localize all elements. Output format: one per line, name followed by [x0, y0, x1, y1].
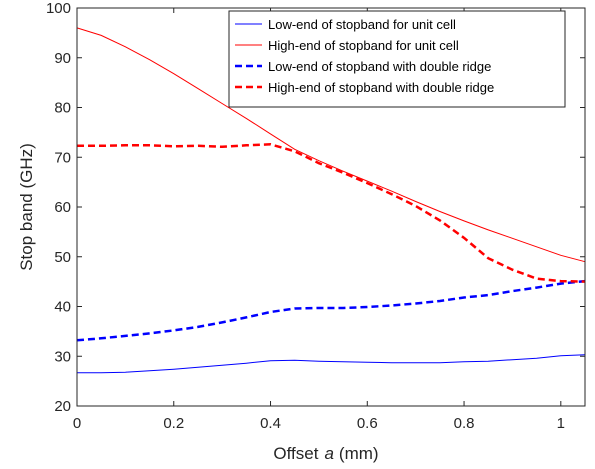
- y-tick-label: 100: [46, 0, 71, 17]
- x-axis-label-prefix: Offset: [273, 444, 318, 463]
- x-tick-label: 0.2: [163, 415, 184, 432]
- x-axis-label-unit: (mm): [339, 444, 379, 463]
- legend-label-3: Low-end of stopband with double ridge: [268, 59, 491, 74]
- x-axis-label-variable: a: [324, 444, 333, 463]
- legend-entries: Low-end of stopband for unit cell High-en…: [235, 17, 494, 95]
- series-layer: [76, 27, 586, 374]
- y-tick-label: 50: [54, 249, 71, 266]
- legend: Low-end of stopband for unit cell High-en…: [228, 10, 566, 108]
- series-line-1: [77, 354, 586, 374]
- y-axis-label: Stop band (GHz): [17, 143, 36, 271]
- legend-label-1: Low-end of stopband for unit cell: [268, 17, 456, 32]
- y-tick-label: 30: [54, 348, 71, 365]
- y-tick-label: 40: [54, 299, 71, 316]
- x-tick-label: 0.6: [357, 415, 378, 432]
- y-tick-label: 70: [54, 149, 71, 166]
- ticks-layer: [76, 7, 585, 407]
- tick-labels-layer: 0 0.2 0.4 0.6 0.8 1 20 30 40 50 60 70 80 90 100: [46, 0, 565, 432]
- series-line-2: [76, 27, 586, 263]
- legend-label-2: High-end of stopband for unit cell: [268, 38, 459, 53]
- legend-box: [228, 10, 566, 108]
- y-tick-label: 60: [54, 199, 71, 216]
- y-tick-label: 20: [54, 398, 71, 415]
- x-axis-label: Offset a (mm): [273, 444, 378, 463]
- x-tick-label: 1: [557, 415, 565, 432]
- y-tick-label: 90: [54, 50, 71, 67]
- x-tick-label: 0.4: [260, 415, 281, 432]
- x-tick-label: 0.8: [454, 415, 475, 432]
- legend-label-4: High-end of stopband with double ridge: [268, 80, 494, 95]
- series-line-4: [77, 143, 586, 283]
- series-line-3: [76, 279, 586, 342]
- y-tick-label: 80: [54, 100, 71, 117]
- x-tick-label: 0: [73, 415, 81, 432]
